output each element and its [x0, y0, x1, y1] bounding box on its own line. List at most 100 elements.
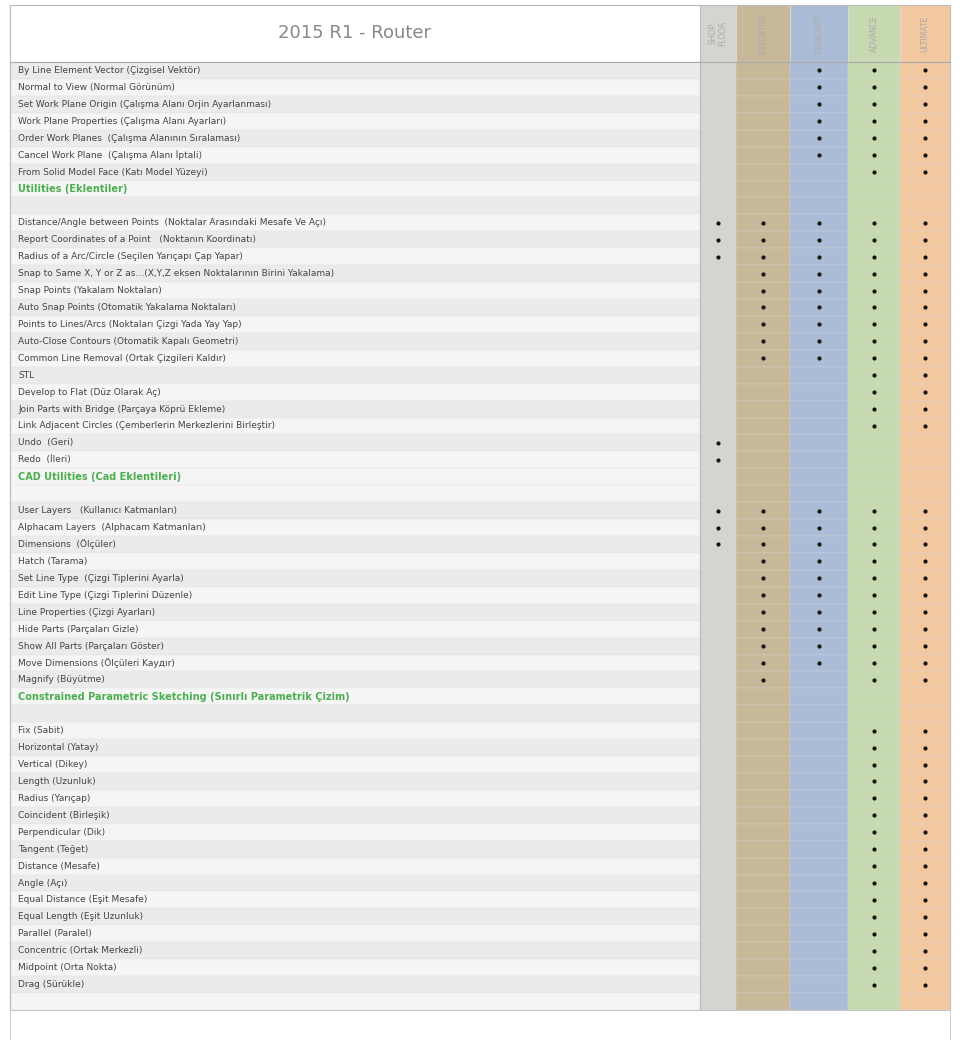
Bar	[848, 926, 900, 942]
Bar	[10, 824, 700, 840]
Bar	[736, 672, 790, 688]
Text: SHOP
FLOOR: SHOP FLOOR	[708, 21, 728, 46]
Bar	[700, 62, 736, 79]
Text: Line Properties (Çizgi Ayarları): Line Properties (Çizgi Ayarları)	[18, 607, 156, 617]
Bar	[700, 739, 736, 756]
Bar	[736, 249, 790, 265]
Bar	[790, 502, 848, 519]
Bar	[10, 638, 700, 654]
Bar	[10, 181, 700, 198]
Bar	[848, 282, 900, 300]
Bar	[736, 908, 790, 926]
Text: Constrained Parametric Sketching (Sınırlı Parametrik Çizim): Constrained Parametric Sketching (Sınırl…	[18, 692, 349, 702]
Bar	[790, 993, 848, 1010]
Bar	[900, 231, 950, 249]
Bar	[790, 300, 848, 316]
Bar	[10, 672, 700, 688]
Bar	[790, 705, 848, 722]
Bar	[848, 722, 900, 739]
Bar	[736, 147, 790, 163]
Bar	[736, 891, 790, 908]
Bar	[736, 181, 790, 198]
Bar	[700, 672, 736, 688]
Bar	[790, 316, 848, 333]
Bar	[900, 333, 950, 349]
Bar	[848, 451, 900, 468]
Bar	[736, 451, 790, 468]
Bar	[10, 688, 700, 705]
Bar	[790, 587, 848, 603]
Bar	[848, 367, 900, 384]
Text: Hatch (Tarama): Hatch (Tarama)	[18, 556, 87, 566]
Bar	[10, 5, 700, 62]
Bar	[700, 654, 736, 672]
Text: User Layers   (Kullanıcı Katmanları): User Layers (Kullanıcı Katmanları)	[18, 506, 177, 515]
Bar	[10, 908, 700, 926]
Bar	[10, 739, 700, 756]
Bar	[848, 756, 900, 773]
Bar	[700, 519, 736, 536]
Bar	[790, 688, 848, 705]
Bar	[900, 384, 950, 400]
Bar	[790, 79, 848, 96]
Bar	[700, 316, 736, 333]
Bar	[10, 536, 700, 553]
Bar	[700, 367, 736, 384]
Text: Snap Points (Yakalam Noktaları): Snap Points (Yakalam Noktaları)	[18, 286, 161, 295]
Bar	[900, 316, 950, 333]
Bar	[10, 1010, 950, 1040]
Bar	[10, 705, 700, 722]
Bar	[790, 163, 848, 181]
Bar	[10, 977, 700, 993]
Bar	[736, 231, 790, 249]
Bar	[736, 96, 790, 112]
Bar	[790, 739, 848, 756]
Bar	[900, 926, 950, 942]
Text: ULTIMATE: ULTIMATE	[921, 16, 929, 52]
Bar	[900, 198, 950, 214]
Bar	[790, 181, 848, 198]
Bar	[736, 417, 790, 435]
Text: Redo  (İleri): Redo (İleri)	[18, 456, 71, 464]
Bar	[900, 654, 950, 672]
Bar	[10, 96, 700, 112]
Bar	[700, 384, 736, 400]
Bar	[700, 840, 736, 858]
Text: From Solid Model Face (Katı Model Yüzeyi): From Solid Model Face (Katı Model Yüzeyi…	[18, 167, 207, 177]
Bar	[790, 451, 848, 468]
Bar	[700, 468, 736, 486]
Bar	[700, 621, 736, 638]
Bar	[736, 333, 790, 349]
Bar	[700, 96, 736, 112]
Bar	[736, 840, 790, 858]
Text: ESSENTIAL: ESSENTIAL	[758, 12, 767, 54]
Bar	[736, 875, 790, 891]
Text: Cancel Work Plane  (Çalışma Alanı İptali): Cancel Work Plane (Çalışma Alanı İptali)	[18, 150, 202, 160]
Bar	[900, 756, 950, 773]
Bar	[848, 519, 900, 536]
Bar	[700, 231, 736, 249]
Bar	[790, 130, 848, 147]
Text: Parallel (Paralel): Parallel (Paralel)	[18, 930, 92, 938]
Bar	[10, 959, 700, 977]
Bar	[790, 333, 848, 349]
Bar	[736, 621, 790, 638]
Bar	[900, 486, 950, 502]
Bar	[10, 486, 700, 502]
Bar	[848, 62, 900, 79]
Bar	[700, 638, 736, 654]
Bar	[900, 790, 950, 807]
Bar	[10, 926, 700, 942]
Bar	[900, 417, 950, 435]
Bar	[790, 603, 848, 621]
Bar	[790, 875, 848, 891]
Bar	[700, 265, 736, 282]
Bar	[848, 502, 900, 519]
Bar	[736, 214, 790, 231]
Bar	[790, 773, 848, 790]
Text: By Line Element Vector (Çizgisel Vektör): By Line Element Vector (Çizgisel Vektör)	[18, 66, 201, 75]
Bar	[848, 840, 900, 858]
Bar	[700, 5, 736, 62]
Bar	[700, 722, 736, 739]
Bar	[900, 249, 950, 265]
